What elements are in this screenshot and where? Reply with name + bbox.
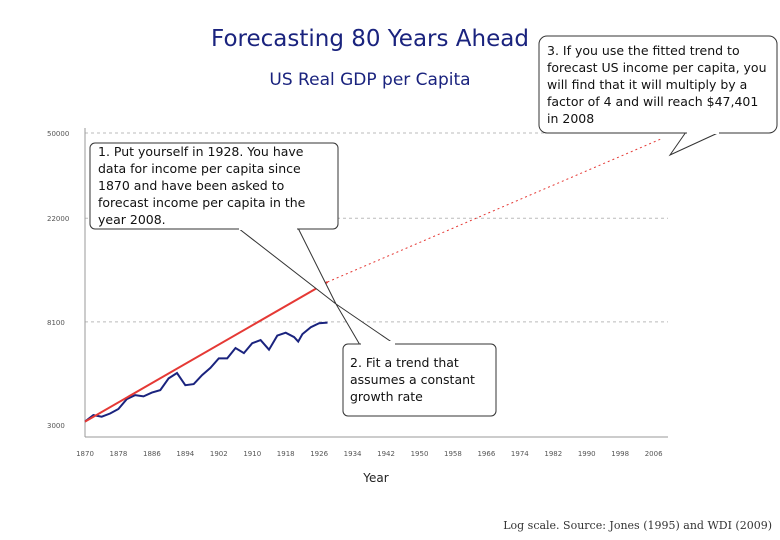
source-note: Log scale. Source: Jones (1995) and WDI … (503, 519, 772, 532)
chart-subtitle: US Real GDP per Capita (269, 70, 471, 90)
callout-2-box (342, 343, 497, 417)
callout-3-pointer (668, 131, 721, 157)
callout-2: 2. Fit a trend that assumes a constant g… (335, 303, 497, 417)
x-tick-label: 1942 (377, 450, 395, 458)
x-tick-label: 1974 (511, 450, 529, 458)
x-axis-label: Year (362, 471, 388, 485)
x-tick-label: 2006 (645, 450, 663, 458)
x-tick-label: 1982 (544, 450, 562, 458)
x-tick-label: 1902 (210, 450, 228, 458)
x-tick-label: 1894 (176, 450, 194, 458)
callout-1-pointer (237, 227, 337, 305)
actual-gdp-line (84, 321, 328, 423)
y-tick-label: 8100 (47, 319, 65, 327)
y-tick-label: 22000 (47, 215, 69, 223)
x-tick-label: 1918 (277, 450, 295, 458)
callout-3-text: 3. If you use the fitted trend to foreca… (547, 43, 767, 126)
forecast-trend-line (327, 138, 663, 283)
x-tick-label: 1886 (143, 450, 161, 458)
callout-1-box (89, 142, 339, 230)
x-tick-label: 1878 (110, 450, 128, 458)
x-tick-label: 1998 (611, 450, 629, 458)
series-lines (84, 138, 663, 423)
x-tick-label: 1958 (444, 450, 462, 458)
chart-title: Forecasting 80 Years Ahead (211, 26, 529, 52)
x-tick-label: 1910 (243, 450, 261, 458)
x-tick-label: 1934 (344, 450, 362, 458)
callout-2-pointer (335, 303, 397, 346)
x-tick-label: 1990 (578, 450, 596, 458)
callout-1: 1. Put yourself in 1928. You have data f… (89, 142, 339, 305)
fitted-trend-line (84, 281, 328, 423)
x-tick-label: 1966 (477, 450, 495, 458)
y-tick-label: 50000 (47, 130, 69, 138)
x-tick-labels: 1870 1878 1886 1894 1902 1910 1918 1926 1934 1942… (76, 450, 663, 458)
callout-1-text: 1. Put yourself in 1928. You have data f… (98, 144, 306, 227)
callout-3: 3. If you use the fitted trend to foreca… (538, 35, 778, 157)
y-tick-labels: 3000 8100 22000 50000 (47, 130, 69, 430)
y-tick-label: 3000 (47, 422, 65, 430)
x-tick-label: 1950 (411, 450, 429, 458)
callout-3-box (538, 35, 778, 134)
callout-2-text: 2. Fit a trend that assumes a constant g… (350, 355, 475, 404)
x-tick-label: 1926 (310, 450, 328, 458)
x-tick-label: 1870 (76, 450, 94, 458)
